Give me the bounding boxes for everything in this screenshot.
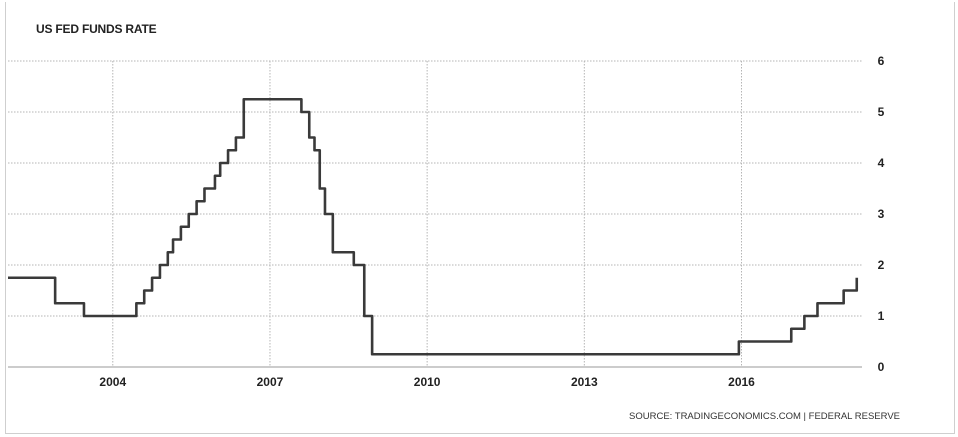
x-tick-label: 2010 <box>414 375 441 389</box>
chart-frame <box>5 2 955 434</box>
y-tick-label: 3 <box>878 207 885 221</box>
y-tick-label: 6 <box>878 54 885 68</box>
y-tick-label: 4 <box>878 156 885 170</box>
source-note: SOURCE: TRADINGECONOMICS.COM | FEDERAL R… <box>629 411 900 422</box>
x-tick-label: 2016 <box>728 375 755 389</box>
y-tick-label: 5 <box>878 105 885 119</box>
y-tick-label: 1 <box>878 309 885 323</box>
x-tick-labels: 2004 2007 2010 2013 2016 <box>99 375 755 389</box>
y-tick-labels: 0 1 2 3 4 5 6 <box>878 54 885 374</box>
x-tick-label: 2004 <box>99 375 126 389</box>
y-tick-label: 0 <box>878 360 885 374</box>
x-tick-label: 2013 <box>571 375 598 389</box>
y-tick-label: 2 <box>878 258 885 272</box>
series-line <box>8 97 859 356</box>
chart-title: US FED FUNDS RATE <box>36 22 157 36</box>
x-tick-label: 2007 <box>257 375 284 389</box>
series-layer <box>8 97 859 356</box>
gridlines <box>8 60 862 368</box>
